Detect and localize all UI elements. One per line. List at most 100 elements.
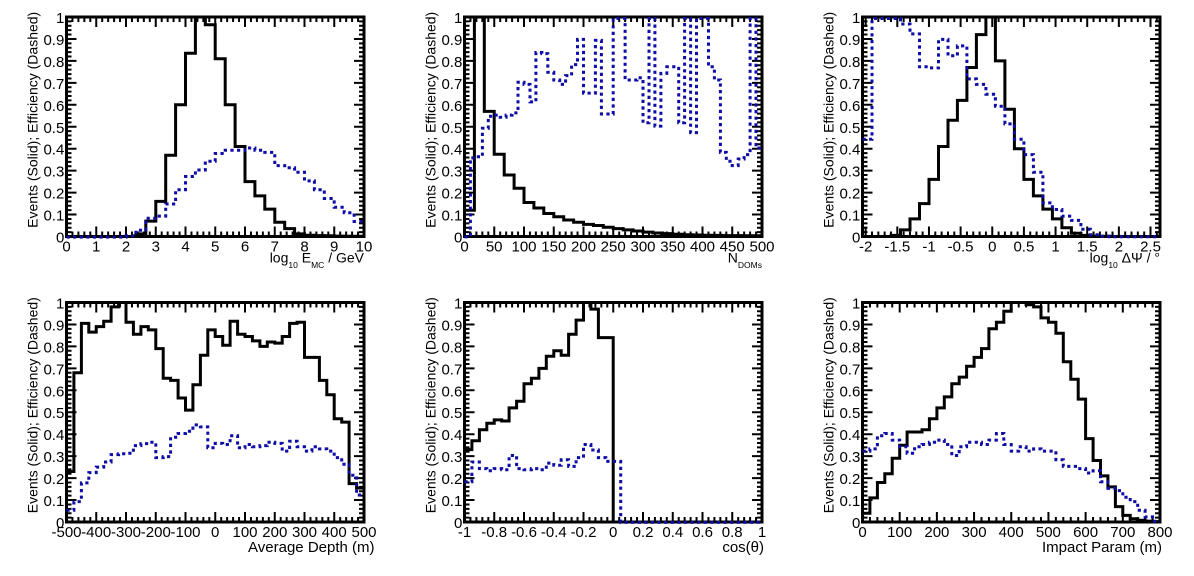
svg-text:0.3: 0.3 [441, 164, 462, 181]
svg-text:0.1: 0.1 [839, 208, 860, 225]
svg-text:0.1: 0.1 [839, 493, 860, 510]
svg-text:Events (Solid); Efficiency (Da: Events (Solid); Efficiency (Dashed) [821, 12, 837, 228]
svg-text:0.4: 0.4 [43, 427, 64, 444]
svg-text:450: 450 [720, 239, 745, 256]
svg-text:0.6: 0.6 [839, 98, 860, 115]
svg-text:0.2: 0.2 [633, 524, 654, 541]
svg-text:0: 0 [62, 239, 70, 256]
svg-text:0.8: 0.8 [441, 339, 462, 356]
svg-text:0: 0 [454, 230, 462, 247]
svg-text:100: 100 [232, 524, 257, 541]
svg-text:0.5: 0.5 [43, 405, 64, 422]
svg-text:1: 1 [56, 296, 64, 313]
svg-text:0.9: 0.9 [43, 32, 64, 49]
svg-text:-0.5: -0.5 [948, 239, 974, 256]
svg-text:-0.6: -0.6 [511, 524, 537, 541]
svg-text:1: 1 [1051, 239, 1059, 256]
svg-text:0.2: 0.2 [839, 186, 860, 203]
svg-text:0.7: 0.7 [43, 361, 64, 378]
svg-text:0.1: 0.1 [43, 208, 64, 225]
svg-text:0: 0 [211, 524, 219, 541]
svg-text:0.4: 0.4 [839, 427, 860, 444]
svg-text:350: 350 [660, 239, 685, 256]
svg-text:0: 0 [454, 515, 462, 532]
svg-text:1: 1 [454, 296, 462, 313]
svg-text:0.6: 0.6 [692, 524, 713, 541]
svg-text:log10 ΔΨ / °: log10 ΔΨ / ° [1090, 250, 1160, 271]
svg-text:0.7: 0.7 [441, 76, 462, 93]
svg-text:0.2: 0.2 [441, 471, 462, 488]
svg-text:-500: -500 [51, 524, 81, 541]
svg-text:200: 200 [924, 524, 949, 541]
svg-text:10: 10 [356, 239, 373, 256]
svg-text:-1: -1 [922, 239, 935, 256]
svg-text:4: 4 [181, 239, 189, 256]
svg-text:0.5: 0.5 [1013, 239, 1034, 256]
svg-text:-0.8: -0.8 [481, 524, 507, 541]
svg-text:0.4: 0.4 [441, 427, 462, 444]
svg-text:0.4: 0.4 [441, 142, 462, 159]
svg-text:0.9: 0.9 [43, 317, 64, 334]
svg-text:1: 1 [758, 524, 766, 541]
svg-text:0: 0 [56, 515, 64, 532]
svg-text:0.8: 0.8 [441, 54, 462, 71]
svg-text:0.3: 0.3 [43, 449, 64, 466]
svg-text:0.2: 0.2 [839, 471, 860, 488]
svg-text:-0.4: -0.4 [541, 524, 567, 541]
svg-text:0.5: 0.5 [43, 120, 64, 137]
svg-text:Events (Solid); Efficiency (Da: Events (Solid); Efficiency (Dashed) [25, 297, 41, 513]
svg-text:0.1: 0.1 [441, 493, 462, 510]
svg-text:0.7: 0.7 [839, 76, 860, 93]
svg-text:0.9: 0.9 [441, 317, 462, 334]
svg-text:600: 600 [1073, 524, 1098, 541]
svg-text:500: 500 [749, 239, 774, 256]
svg-text:0.4: 0.4 [43, 142, 64, 159]
svg-text:0.5: 0.5 [839, 120, 860, 137]
svg-text:0.9: 0.9 [839, 317, 860, 334]
svg-text:1: 1 [92, 239, 100, 256]
svg-text:Events (Solid); Efficiency (Da: Events (Solid); Efficiency (Dashed) [423, 297, 439, 513]
svg-text:0.6: 0.6 [43, 383, 64, 400]
svg-text:200: 200 [571, 239, 596, 256]
svg-text:100: 100 [887, 524, 912, 541]
svg-text:3: 3 [152, 239, 160, 256]
svg-text:8: 8 [300, 239, 308, 256]
svg-text:0: 0 [852, 230, 860, 247]
svg-text:-200: -200 [141, 524, 171, 541]
svg-text:0.6: 0.6 [43, 98, 64, 115]
svg-text:0.1: 0.1 [43, 493, 64, 510]
svg-text:1: 1 [852, 296, 860, 313]
svg-text:1: 1 [454, 10, 462, 27]
svg-text:5: 5 [211, 239, 219, 256]
svg-text:0.7: 0.7 [839, 361, 860, 378]
svg-text:0.8: 0.8 [839, 339, 860, 356]
svg-text:1.5: 1.5 [1077, 239, 1098, 256]
svg-text:0.8: 0.8 [722, 524, 743, 541]
svg-text:50: 50 [486, 239, 503, 256]
svg-text:500: 500 [351, 524, 376, 541]
svg-text:Events (Solid); Efficiency (Da: Events (Solid); Efficiency (Dashed) [821, 297, 837, 513]
svg-text:0: 0 [858, 524, 866, 541]
svg-text:300: 300 [630, 239, 655, 256]
svg-text:400: 400 [690, 239, 715, 256]
svg-text:0.6: 0.6 [441, 383, 462, 400]
svg-text:-100: -100 [170, 524, 200, 541]
svg-text:7: 7 [271, 239, 279, 256]
svg-text:0.3: 0.3 [839, 164, 860, 181]
svg-text:Average Depth (m): Average Depth (m) [248, 539, 374, 556]
svg-text:0.7: 0.7 [43, 76, 64, 93]
svg-text:-0.2: -0.2 [571, 524, 597, 541]
svg-text:9: 9 [330, 239, 338, 256]
svg-text:0.7: 0.7 [441, 361, 462, 378]
svg-text:6: 6 [241, 239, 249, 256]
svg-text:2: 2 [1115, 239, 1123, 256]
svg-text:0.6: 0.6 [441, 98, 462, 115]
svg-text:2.5: 2.5 [1140, 239, 1161, 256]
svg-text:0.3: 0.3 [43, 164, 64, 181]
svg-text:0.3: 0.3 [839, 449, 860, 466]
svg-text:0.2: 0.2 [441, 186, 462, 203]
svg-text:0.6: 0.6 [839, 383, 860, 400]
svg-text:1: 1 [56, 10, 64, 27]
svg-text:400: 400 [322, 524, 347, 541]
svg-text:0.9: 0.9 [441, 32, 462, 49]
